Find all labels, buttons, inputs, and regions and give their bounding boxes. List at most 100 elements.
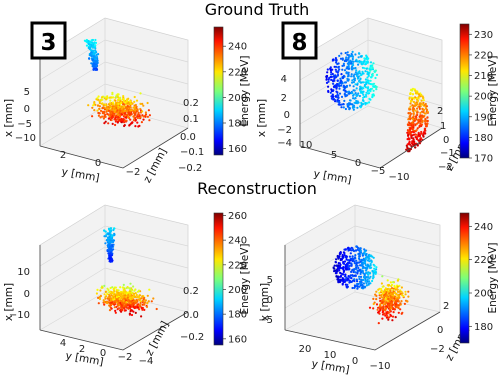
scatter-point	[136, 290, 139, 293]
axis-edges	[299, 58, 443, 169]
scatter-point	[338, 87, 341, 90]
scatter-point	[354, 254, 357, 257]
scatter-point	[369, 272, 372, 275]
scatter-point	[326, 74, 329, 78]
scatter-point	[96, 97, 99, 100]
scatter-point	[351, 50, 354, 54]
scatter-point	[412, 125, 415, 128]
scatter-point	[104, 96, 107, 99]
scatter-point	[327, 78, 330, 81]
scatter-point	[412, 115, 415, 118]
scatter-point	[373, 267, 376, 270]
scatter-point	[390, 283, 394, 286]
z-tick-label: 0	[284, 110, 290, 121]
scatter-point	[372, 256, 375, 259]
x-tick-label: −2	[126, 167, 141, 178]
scatter-point	[97, 95, 100, 98]
scatter-point	[389, 301, 392, 304]
scatter-point	[351, 286, 354, 290]
colorbar-tick-label: 200	[474, 92, 493, 103]
scatter-point	[406, 129, 409, 132]
scatter-point	[337, 264, 340, 267]
scatter-point	[386, 288, 389, 291]
scatter-point	[392, 311, 395, 314]
scatter-point	[357, 52, 361, 55]
scatter-point	[371, 279, 374, 283]
scatter-point	[139, 301, 142, 305]
scatter-point	[369, 275, 372, 278]
scatter-point	[387, 300, 390, 303]
scatter-point	[150, 300, 153, 303]
scatter-point	[103, 122, 106, 125]
scatter-point	[334, 260, 337, 264]
scatter-point	[363, 250, 366, 253]
scatter-point	[425, 124, 428, 127]
scatter-point	[363, 286, 366, 289]
scatter-point	[141, 110, 144, 113]
colorbar-tick-label: 180	[228, 119, 247, 130]
colorbar-tick-label: 160	[228, 334, 247, 345]
scatter-point	[371, 96, 374, 99]
scatter-point	[384, 302, 387, 305]
scatter-point	[409, 129, 412, 133]
scatter-point	[347, 61, 351, 64]
scatter-point	[144, 113, 148, 116]
scatter-point	[426, 122, 429, 125]
scatter-point	[397, 304, 400, 307]
scatter-point	[368, 101, 371, 104]
scatter-point	[408, 97, 411, 100]
scatter-point	[114, 299, 117, 302]
badge-panel-3: 3	[30, 21, 67, 60]
scatter-point	[111, 286, 114, 289]
scatter-point	[142, 115, 145, 118]
scatter-point	[352, 108, 355, 111]
scatter-point	[344, 89, 347, 92]
scatter-point	[92, 55, 95, 58]
scatter-point	[408, 150, 411, 153]
scatter-point	[138, 304, 141, 307]
scatter-point	[375, 298, 378, 301]
scatter-point	[125, 108, 128, 111]
scatter-point	[103, 300, 106, 303]
scatter-point	[350, 91, 354, 94]
scatter-point	[93, 65, 96, 68]
scatter-point	[372, 85, 375, 88]
scatter-point	[371, 83, 374, 86]
scatter-point	[120, 307, 124, 310]
scatter-point	[96, 288, 99, 291]
scatter-point	[101, 102, 104, 105]
scatter-point	[110, 294, 113, 297]
scatter-point	[333, 270, 336, 273]
scatter-point	[359, 264, 362, 267]
scatter-point	[113, 306, 116, 309]
scatter-point	[397, 306, 400, 310]
scatter-point	[137, 125, 140, 128]
scatter-point	[361, 70, 364, 73]
scatter-point	[95, 292, 98, 295]
scatter-point	[114, 120, 117, 123]
scatter-point	[117, 93, 120, 96]
x-tick-label: −5	[371, 166, 386, 177]
scatter-point	[338, 256, 341, 259]
scatter-point	[350, 73, 353, 76]
scatter-point	[384, 287, 387, 290]
scatter-point	[332, 58, 335, 61]
scatter-point	[368, 306, 372, 309]
scatter-point	[351, 274, 354, 277]
scatter-point	[364, 78, 367, 81]
scatter-point	[331, 95, 334, 98]
scatter-point	[333, 86, 336, 89]
scatter-points	[332, 245, 410, 325]
scatter-point	[145, 305, 149, 308]
scatter-point	[117, 291, 120, 294]
scatter-point	[117, 300, 120, 303]
z-tick-label: −2	[277, 125, 292, 136]
scatter-point	[122, 291, 125, 294]
scatter-point	[372, 276, 375, 279]
y-tick-label: 0.2	[183, 98, 199, 109]
scatter-point	[133, 111, 136, 114]
scatter-point	[357, 282, 360, 286]
scatter-point	[347, 102, 351, 105]
panel-bottom-right	[284, 204, 441, 351]
